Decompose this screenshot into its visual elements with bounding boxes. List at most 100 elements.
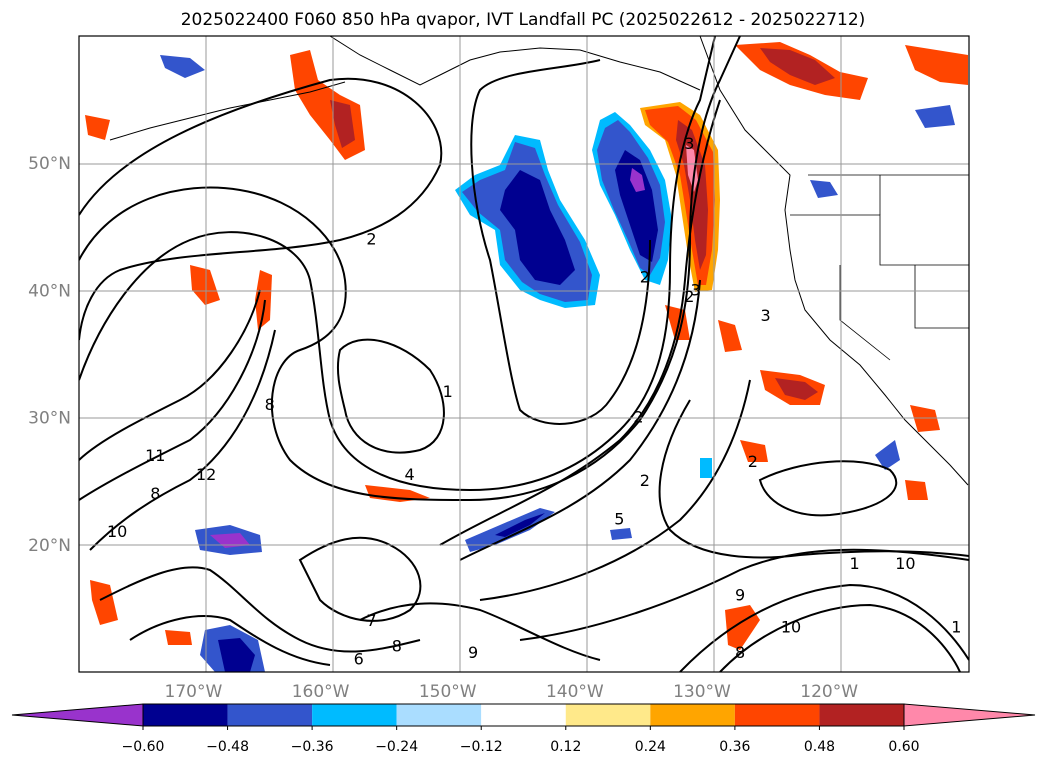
contour-line [129, 615, 331, 666]
colorbar-tick-label: −0.12 [460, 739, 503, 755]
contour-label: 12 [196, 465, 216, 484]
contour-line [679, 583, 969, 672]
border-line [790, 214, 969, 266]
colorbar-extend-high [903, 703, 1036, 727]
negative-anomaly-region [210, 533, 250, 548]
plot-frame [78, 35, 970, 673]
positive-anomaly-region [90, 580, 118, 625]
x-tick-label: 130°W [673, 682, 731, 702]
positive-anomaly-region [905, 45, 968, 85]
positive-anomaly-region [740, 440, 768, 462]
colorbar-tick-label: −0.48 [206, 739, 249, 755]
x-tick-label: 150°W [419, 682, 477, 702]
contour-line [459, 279, 701, 561]
colorbar-tick-label: −0.60 [122, 739, 165, 755]
contour-line [359, 602, 601, 661]
contour-label: 2 [640, 471, 650, 490]
contour-line [89, 329, 276, 551]
colorbar-segment [143, 704, 228, 726]
contour-line [719, 603, 961, 672]
x-tick-label: 170°W [165, 682, 223, 702]
colorbar-tick-label: 0.24 [635, 739, 666, 755]
contour-line [658, 399, 969, 559]
colorbar-segment [227, 704, 313, 726]
contour-label: 9 [735, 586, 745, 605]
negative-anomaly-region [630, 168, 645, 192]
y-tick-label: 20°N [28, 536, 71, 556]
contour-label: 2 [633, 408, 643, 427]
negative-anomaly-region [218, 638, 255, 672]
negative-anomaly-region [915, 105, 955, 128]
shaded-regions [85, 42, 968, 672]
contour-label: 8 [392, 637, 402, 656]
chart-title: 2025022400 F060 850 hPa qvapor, IVT Land… [181, 10, 866, 30]
y-tick-label: 30°N [28, 409, 71, 429]
contour-label: 2 [748, 452, 758, 471]
contour-label: 8 [150, 484, 160, 503]
contour-label: 3 [691, 280, 701, 299]
border-line [839, 265, 891, 361]
contour-line [439, 99, 721, 546]
contour-label: 1 [951, 617, 961, 636]
contour-line [336, 338, 445, 454]
positive-anomaly-region [190, 265, 220, 305]
contour-line [470, 59, 651, 425]
colorbar-segment [312, 704, 397, 726]
contour-lines [79, 36, 969, 672]
positive-anomaly-region [165, 630, 192, 645]
x-tick-label: 160°W [292, 682, 350, 702]
positive-anomaly-region [760, 48, 835, 85]
positive-anomaly-region [686, 145, 698, 192]
x-axis-ticks: 170°W 160°W 150°W 140°W 130°W 120°W [165, 682, 859, 702]
contour-label: 1 [849, 554, 859, 573]
map-background [79, 36, 969, 672]
contour-label: 2 [684, 287, 694, 306]
contour-line [758, 460, 898, 517]
y-axis-ticks: 20°N 30°N 40°N 50°N [28, 154, 71, 556]
contour-line [298, 536, 422, 622]
contour-label: 8 [265, 395, 275, 414]
colorbar-tick-label: −0.24 [375, 739, 418, 755]
contour-label: 5 [614, 509, 624, 528]
negative-anomaly-region [500, 170, 575, 285]
coastline [699, 36, 969, 486]
contour-label: 10 [895, 554, 915, 573]
contour-label: 2 [366, 230, 376, 249]
contour-label: 2 [640, 268, 650, 287]
contour-label: 9 [468, 643, 478, 662]
colorbar-segment [734, 704, 820, 726]
x-tick-label: 120°W [800, 682, 858, 702]
contour-label: 6 [354, 649, 364, 668]
colorbar: −0.60 −0.48 −0.36 −0.24 −0.12 0.12 0.24 0.36 0.4… [11, 703, 1036, 755]
contour-label: 7 [366, 611, 376, 630]
y-tick-label: 40°N [28, 281, 71, 301]
colorbar-segment [396, 704, 482, 726]
positive-anomaly-region [255, 270, 272, 330]
negative-anomaly-region [610, 528, 632, 540]
negative-anomaly-region [495, 513, 545, 537]
border-line [914, 265, 969, 329]
coastlines [109, 36, 969, 486]
positive-anomaly-region [905, 480, 928, 500]
negative-anomaly-region [615, 150, 658, 262]
contour-line [79, 77, 443, 341]
gridlines [79, 36, 969, 672]
contour-line [79, 289, 261, 461]
contour-label: 3 [684, 134, 694, 153]
contour-label: 10 [781, 617, 801, 636]
contour-line [79, 299, 266, 501]
positive-anomaly-region [718, 320, 742, 352]
negative-anomaly-region [810, 180, 838, 198]
negative-anomaly-region [160, 55, 205, 78]
colorbar-tick-label: −0.36 [291, 739, 334, 755]
contour-line [79, 36, 741, 502]
contour-label: 8 [735, 643, 745, 662]
contour-label: 11 [145, 446, 165, 465]
colorbar-segment [650, 704, 735, 726]
colorbar-tick-label: 0.36 [719, 739, 750, 755]
coastline [109, 81, 346, 141]
contour-line [479, 379, 751, 601]
x-tick-label: 140°W [546, 682, 604, 702]
